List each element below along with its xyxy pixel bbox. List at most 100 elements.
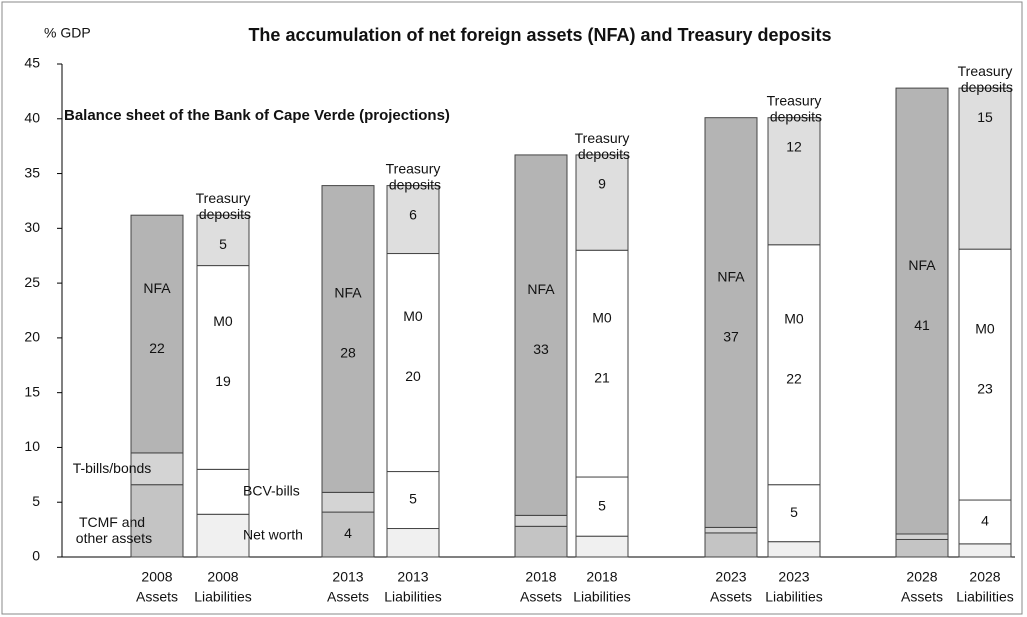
value-label: 5 <box>409 491 417 507</box>
bar-segment <box>704 526 758 534</box>
bar-segment <box>895 533 949 540</box>
bar-segment <box>196 265 250 470</box>
bar-segment <box>196 513 250 558</box>
x-tick-sublabel: Liabilities <box>573 589 631 605</box>
x-tick-sublabel: Liabilities <box>765 589 823 605</box>
value-label: 19 <box>215 373 231 389</box>
y-tick-label: 0 <box>32 548 40 564</box>
x-tick-label: 2023 <box>715 569 746 585</box>
value-label: 5 <box>790 504 798 520</box>
value-label: 4 <box>981 513 989 529</box>
value-label: 23 <box>977 380 993 396</box>
bar-segment <box>895 538 949 558</box>
value-label: 9 <box>598 176 606 192</box>
bar-segment <box>130 484 184 558</box>
x-tick-sublabel: Liabilities <box>956 589 1014 605</box>
value-label: 37 <box>723 328 739 344</box>
bar-segment <box>386 528 440 558</box>
value-label: 22 <box>149 340 165 356</box>
bar-segment <box>958 248 1012 501</box>
segment-name: NFA <box>527 281 555 297</box>
segment-name: BCV-bills <box>243 483 300 499</box>
segment-name: M0 <box>403 308 423 324</box>
x-tick-label: 2028 <box>969 569 1000 585</box>
value-label: 5 <box>219 236 227 252</box>
x-tick-label: 2018 <box>586 569 617 585</box>
value-label: 20 <box>405 368 421 384</box>
bar-segment <box>958 543 1012 558</box>
x-tick-label: 2018 <box>525 569 556 585</box>
bar-segment <box>386 471 440 530</box>
segment-name: Treasury deposits <box>957 63 1013 95</box>
segment-name: Treasury deposits <box>574 130 630 162</box>
segment-name: M0 <box>592 309 612 325</box>
x-tick-label: 2008 <box>207 569 238 585</box>
bar-segment <box>704 532 758 558</box>
y-tick-label: 10 <box>24 438 40 454</box>
segment-name: M0 <box>784 310 804 326</box>
y-tick-label: 15 <box>24 383 40 399</box>
x-tick-label: 2013 <box>332 569 363 585</box>
bar-segment <box>130 214 184 454</box>
bar-segment <box>575 154 629 251</box>
bar-segment <box>767 117 821 246</box>
segment-name: Treasury deposits <box>195 190 251 222</box>
bar-segment <box>767 244 821 486</box>
bar-segment <box>514 525 568 558</box>
segment-name: T-bills/bonds <box>73 460 152 476</box>
x-tick-sublabel: Assets <box>520 589 562 605</box>
x-tick-sublabel: Assets <box>710 589 752 605</box>
value-label: 5 <box>598 497 606 513</box>
segment-name: NFA <box>908 257 936 273</box>
value-label: 22 <box>786 370 802 386</box>
bar-segment <box>196 214 250 267</box>
bar-segment <box>514 514 568 527</box>
segment-name: NFA <box>334 285 362 301</box>
x-tick-label: 2028 <box>906 569 937 585</box>
segment-name: Treasury deposits <box>766 92 822 124</box>
bar-segment <box>321 185 375 493</box>
x-tick-sublabel: Liabilities <box>384 589 442 605</box>
value-label: 28 <box>340 345 356 361</box>
value-label: 4 <box>344 525 352 541</box>
segment-name: Net worth <box>243 526 303 542</box>
value-label: 12 <box>786 138 802 154</box>
bar-segment <box>514 154 568 516</box>
y-axis-label: % GDP <box>44 25 91 41</box>
segment-name: M0 <box>975 320 995 336</box>
value-label: 21 <box>594 369 610 385</box>
x-tick-sublabel: Assets <box>327 589 369 605</box>
chart-subtitle: Balance sheet of the Bank of Cape Verde … <box>64 107 450 124</box>
value-label: 33 <box>533 341 549 357</box>
x-tick-label: 2008 <box>141 569 172 585</box>
y-tick-label: 40 <box>24 109 40 125</box>
segment-name: NFA <box>717 268 745 284</box>
bar-segment <box>575 535 629 558</box>
segment-name: TCMF and other assets <box>72 513 152 545</box>
chart-title: The accumulation of net foreign assets (… <box>248 25 831 45</box>
bar-segment <box>386 253 440 473</box>
value-label: 41 <box>914 317 930 333</box>
y-tick-label: 45 <box>24 55 40 71</box>
x-tick-label: 2013 <box>397 569 428 585</box>
bar-segment <box>575 249 629 478</box>
bar-segment <box>895 87 949 535</box>
x-tick-sublabel: Assets <box>136 589 178 605</box>
segment-name: M0 <box>213 313 233 329</box>
bar-segment <box>958 499 1012 545</box>
y-tick-label: 20 <box>24 329 40 345</box>
bar-segment <box>958 87 1012 250</box>
y-tick-label: 25 <box>24 274 40 290</box>
value-label: 15 <box>977 109 993 125</box>
value-label: 6 <box>409 206 417 222</box>
bar-segment <box>321 491 375 513</box>
x-tick-sublabel: Assets <box>901 589 943 605</box>
bar-segment <box>575 476 629 537</box>
bar-segment <box>196 468 250 515</box>
bar-segment <box>704 117 758 528</box>
y-tick-label: 30 <box>24 219 40 235</box>
y-tick-label: 35 <box>24 164 40 180</box>
segment-name: Treasury deposits <box>385 160 441 192</box>
